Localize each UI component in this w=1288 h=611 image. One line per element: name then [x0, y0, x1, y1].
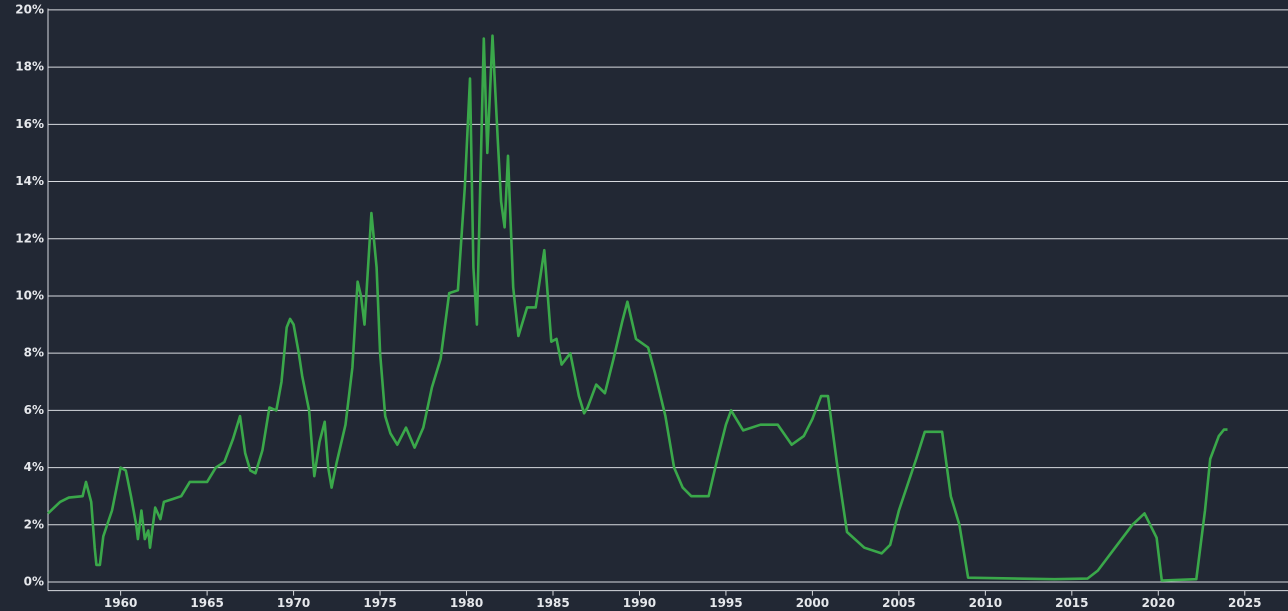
x-tick-label: 1995 — [709, 596, 742, 610]
y-tick-label: 14% — [15, 174, 44, 188]
y-tick-label: 10% — [15, 288, 44, 302]
x-tick-label: 2015 — [1055, 596, 1088, 610]
y-tick-label: 6% — [24, 403, 44, 417]
x-tick-label: 1965 — [190, 596, 223, 610]
x-tick-label: 2025 — [1228, 596, 1261, 610]
y-tick-label: 4% — [24, 460, 44, 474]
x-tick-label: 2010 — [969, 596, 1002, 610]
y-tick-label: 20% — [15, 2, 44, 16]
x-tick-label: 2020 — [1142, 596, 1175, 610]
line — [47, 34, 1228, 582]
y-tick-label: 0% — [24, 575, 44, 589]
x-tick-label: 1985 — [536, 596, 569, 610]
x-tick-label: 1970 — [277, 596, 310, 610]
x-tick-label: 1990 — [623, 596, 656, 610]
x-tick-label: 1980 — [450, 596, 483, 610]
y-tick-label: 2% — [24, 517, 44, 531]
x-tick-label: 2005 — [882, 596, 915, 610]
y-tick-label: 16% — [15, 117, 44, 131]
x-tick-label: 1960 — [104, 596, 137, 610]
y-tick-label: 12% — [15, 231, 44, 245]
x-tick-label: 2000 — [796, 596, 829, 610]
y-tick-label: 18% — [15, 60, 44, 74]
y-tick-label: 8% — [24, 346, 44, 360]
x-tick-label: 1975 — [363, 596, 396, 610]
